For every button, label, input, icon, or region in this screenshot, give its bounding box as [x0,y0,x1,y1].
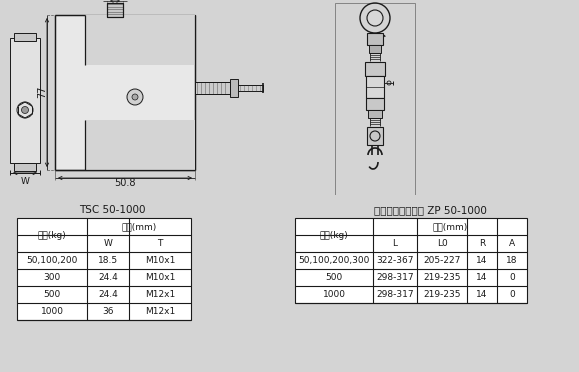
Bar [107,3,123,17]
Text: 18: 18 [506,256,518,265]
Text: L0: L0 [437,239,448,248]
Bar [195,82,230,94]
Text: 容量(kg): 容量(kg) [38,231,67,240]
Text: 219-235: 219-235 [423,290,461,299]
Text: M10x1: M10x1 [145,256,175,265]
Bar [367,127,383,145]
Text: 14: 14 [477,290,488,299]
Text: R: R [479,239,485,248]
Text: W: W [21,176,30,186]
Text: 500: 500 [43,290,61,299]
Text: 298-317: 298-317 [376,273,414,282]
Text: T: T [157,239,163,248]
Text: 36: 36 [102,307,113,316]
Text: 77: 77 [37,86,47,98]
Text: 关节轴承式连接件 ZP 50-1000: 关节轴承式连接件 ZP 50-1000 [373,205,486,215]
Bar [85,120,195,170]
Text: W: W [104,239,112,248]
Bar [295,218,527,303]
Text: A: A [509,239,515,248]
Text: 50,100,200,300: 50,100,200,300 [298,256,369,265]
Text: 14: 14 [477,256,488,265]
Bar [238,85,263,91]
Text: 0: 0 [509,273,515,282]
Text: 1000: 1000 [323,290,346,299]
Text: 1000: 1000 [41,307,64,316]
Bar [368,110,382,118]
Text: M12x1: M12x1 [145,307,175,316]
Bar [10,38,40,163]
Bar [367,33,383,45]
Text: 205-227: 205-227 [423,256,461,265]
Bar [195,82,230,94]
Text: 18.5: 18.5 [98,256,118,265]
Text: 50,100,200: 50,100,200 [26,256,78,265]
Bar [230,79,238,97]
Text: 500: 500 [325,273,343,282]
Bar [365,62,385,76]
Bar [14,163,36,171]
Text: M10x1: M10x1 [145,273,175,282]
Bar [85,15,195,65]
Text: 219-235: 219-235 [423,273,461,282]
Text: 298-317: 298-317 [376,290,414,299]
Bar [366,76,384,98]
Text: 容量(kg): 容量(kg) [320,231,349,240]
Bar [369,45,381,53]
Bar [366,98,384,110]
Bar [55,15,195,170]
Text: M12x1: M12x1 [145,290,175,299]
Text: TSC 50-1000: TSC 50-1000 [79,205,145,215]
Text: 24.4: 24.4 [98,273,118,282]
Text: 14: 14 [477,273,488,282]
Circle shape [132,94,138,100]
Circle shape [21,106,28,113]
Circle shape [127,89,143,105]
Circle shape [367,10,383,26]
Bar [238,85,263,91]
Text: 24.4: 24.4 [98,290,118,299]
Bar [0,195,579,372]
Text: 300: 300 [43,273,61,282]
Text: 0: 0 [509,290,515,299]
Text: 尺寸(mm): 尺寸(mm) [122,222,157,231]
Text: 尺寸(mm): 尺寸(mm) [433,222,468,231]
Bar [335,3,415,198]
Bar [107,3,123,17]
Text: 50.8: 50.8 [114,178,135,188]
Text: 322-367: 322-367 [376,256,414,265]
Bar [17,218,191,320]
Bar [14,33,36,41]
Text: L: L [393,239,398,248]
